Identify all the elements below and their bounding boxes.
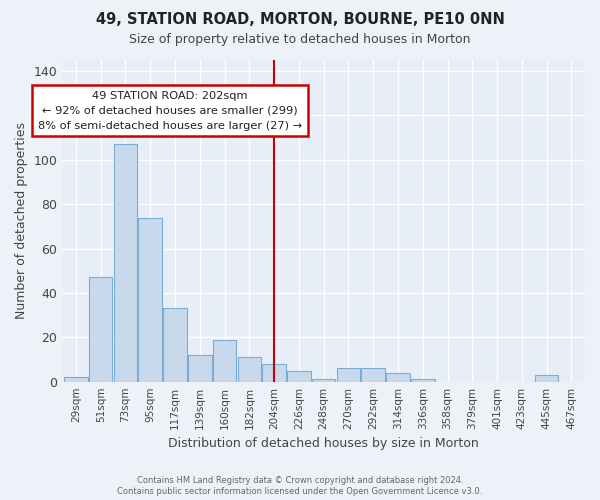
Y-axis label: Number of detached properties: Number of detached properties (15, 122, 28, 320)
Bar (238, 358, 261, 382)
Bar (113, 144, 137, 382)
Bar (163, 308, 187, 382)
Bar (535, 375, 559, 382)
Bar (361, 368, 385, 382)
Bar (89, 278, 112, 382)
Text: Size of property relative to detached houses in Morton: Size of property relative to detached ho… (129, 32, 471, 46)
Bar (139, 218, 162, 382)
Bar (262, 364, 286, 382)
Text: Contains HM Land Registry data © Crown copyright and database right 2024.: Contains HM Land Registry data © Crown c… (137, 476, 463, 485)
Bar (411, 380, 434, 382)
Text: Contains public sector information licensed under the Open Government Licence v3: Contains public sector information licen… (118, 488, 482, 496)
Text: 49, STATION ROAD, MORTON, BOURNE, PE10 0NN: 49, STATION ROAD, MORTON, BOURNE, PE10 0… (95, 12, 505, 28)
Bar (213, 340, 236, 382)
Bar (312, 380, 335, 382)
Bar (64, 377, 88, 382)
Bar (337, 368, 360, 382)
Bar (287, 370, 311, 382)
Bar (386, 373, 410, 382)
Text: 49 STATION ROAD: 202sqm
← 92% of detached houses are smaller (299)
8% of semi-de: 49 STATION ROAD: 202sqm ← 92% of detache… (38, 91, 302, 130)
X-axis label: Distribution of detached houses by size in Morton: Distribution of detached houses by size … (168, 437, 479, 450)
Bar (188, 355, 212, 382)
